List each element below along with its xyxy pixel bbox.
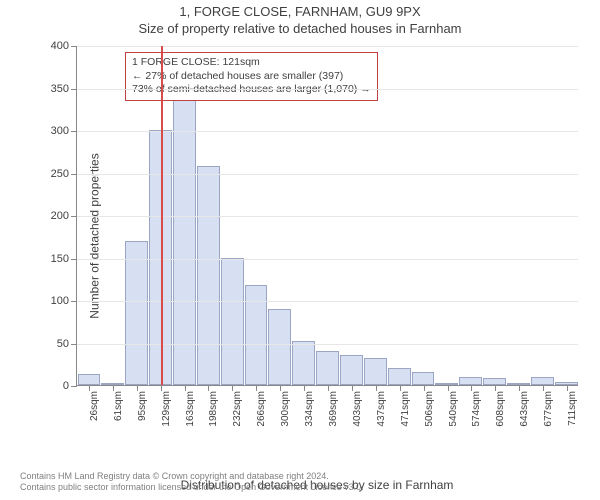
x-tick-label: 403sqm (352, 391, 363, 427)
y-tick-label: 200 (51, 210, 69, 222)
grid-line (77, 174, 578, 175)
y-tick-label: 400 (51, 40, 69, 52)
grid-line (77, 131, 578, 132)
x-tick-label: 711sqm (567, 391, 578, 426)
footnote-line1: Contains HM Land Registry data © Crown c… (20, 471, 364, 483)
x-tick-label: 232sqm (232, 391, 243, 427)
chart-subtitle: Size of property relative to detached ho… (0, 19, 600, 42)
chart-area: Number of detached properties 1 FORGE CL… (52, 46, 582, 426)
marker-line (161, 46, 163, 385)
grid-line (77, 344, 578, 345)
bar (459, 377, 482, 386)
grid-line (77, 216, 578, 217)
x-tick-label: 163sqm (185, 391, 196, 427)
grid-line (77, 46, 578, 47)
bar (78, 374, 101, 385)
grid-line (77, 301, 578, 302)
x-tick-label: 266sqm (256, 391, 267, 427)
bar (197, 166, 220, 385)
bar (483, 378, 506, 385)
y-tick (71, 89, 77, 90)
footnote: Contains HM Land Registry data © Crown c… (20, 471, 364, 494)
bar (125, 241, 148, 386)
x-tick-label: 540sqm (448, 391, 459, 427)
x-tick-label: 95sqm (137, 391, 148, 421)
grid-line (77, 259, 578, 260)
infobox: 1 FORGE CLOSE: 121sqm ← 27% of detached … (125, 52, 378, 101)
bar (340, 355, 363, 385)
bar (221, 258, 244, 386)
y-tick-label: 250 (51, 168, 69, 180)
x-tick-label: 129sqm (161, 391, 172, 427)
y-tick (71, 131, 77, 132)
x-tick-label: 26sqm (89, 391, 100, 421)
footnote-line2: Contains public sector information licen… (20, 482, 364, 494)
grid-line (77, 89, 578, 90)
x-tick-label: 471sqm (400, 391, 411, 427)
infobox-line1: 1 FORGE CLOSE: 121sqm (132, 56, 371, 70)
bar (412, 372, 435, 385)
bar (531, 377, 554, 386)
y-tick (71, 344, 77, 345)
y-tick (71, 259, 77, 260)
bar (292, 341, 315, 385)
y-tick (71, 46, 77, 47)
x-tick-label: 643sqm (519, 391, 530, 427)
y-tick (71, 216, 77, 217)
x-tick-label: 506sqm (424, 391, 435, 427)
x-tick-label: 300sqm (280, 391, 291, 427)
infobox-line2: ← 27% of detached houses are smaller (39… (132, 70, 371, 84)
plot-region: 1 FORGE CLOSE: 121sqm ← 27% of detached … (76, 46, 578, 386)
y-tick (71, 301, 77, 302)
y-tick-label: 350 (51, 83, 69, 95)
x-tick-label: 334sqm (304, 391, 315, 427)
y-tick-label: 100 (51, 295, 69, 307)
x-tick-label: 198sqm (208, 391, 219, 427)
bar (388, 368, 411, 385)
y-tick-label: 0 (63, 380, 69, 392)
bar (316, 351, 339, 385)
y-tick-label: 300 (51, 125, 69, 137)
y-tick (71, 386, 77, 387)
page-title: 1, FORGE CLOSE, FARNHAM, GU9 9PX (0, 0, 600, 19)
bar (268, 309, 291, 386)
x-tick-label: 61sqm (113, 391, 124, 421)
bar (173, 100, 196, 385)
bar (245, 285, 268, 385)
x-tick-label: 574sqm (471, 391, 482, 427)
x-tick-label: 369sqm (328, 391, 339, 427)
x-tick-label: 608sqm (495, 391, 506, 427)
y-tick-label: 50 (57, 338, 69, 350)
y-tick-label: 150 (51, 253, 69, 265)
infobox-line3: 73% of semi-detached houses are larger (… (132, 83, 371, 97)
bar (364, 358, 387, 385)
x-tick-label: 677sqm (543, 391, 554, 427)
y-tick (71, 174, 77, 175)
x-tick-label: 437sqm (376, 391, 387, 427)
